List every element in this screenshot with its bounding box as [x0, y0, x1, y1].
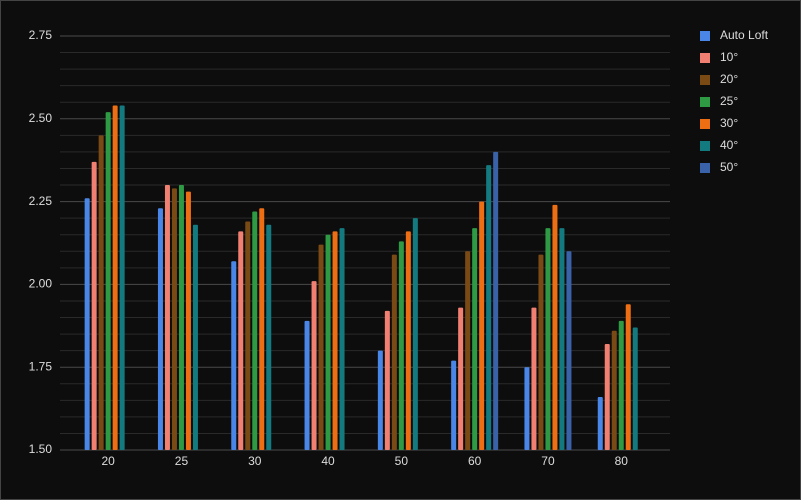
- x-tick-label: 50: [395, 454, 409, 468]
- bar: [311, 281, 317, 450]
- bar: [98, 135, 104, 451]
- bar: [325, 234, 331, 450]
- legend-swatch: [700, 163, 710, 173]
- bar: [252, 211, 258, 450]
- bar: [178, 185, 184, 451]
- bar: [171, 188, 177, 451]
- y-tick-label: 1.75: [29, 359, 53, 373]
- legend-swatch: [700, 141, 710, 151]
- bar: [384, 310, 390, 450]
- bar: [566, 251, 572, 450]
- bar: [112, 105, 118, 450]
- bar: [391, 254, 397, 450]
- bar: [318, 244, 324, 450]
- legend-label: 10°: [720, 50, 738, 64]
- x-tick-label: 60: [468, 454, 482, 468]
- x-tick-label: 25: [175, 454, 189, 468]
- legend-swatch: [700, 75, 710, 85]
- y-tick-label: 2.25: [29, 194, 53, 208]
- x-tick-label: 80: [615, 454, 629, 468]
- legend-label: 30°: [720, 116, 738, 130]
- x-tick-label: 40: [321, 454, 335, 468]
- bar: [185, 191, 191, 450]
- bar: [412, 218, 418, 450]
- x-tick-label: 20: [101, 454, 115, 468]
- bar: [192, 224, 198, 450]
- bar: [465, 251, 471, 450]
- bar: [266, 224, 272, 450]
- y-tick-label: 2.00: [29, 277, 53, 291]
- legend-swatch: [700, 119, 710, 129]
- bar: [611, 330, 617, 450]
- bar: [105, 112, 111, 451]
- bar: [486, 165, 492, 450]
- x-tick-label: 30: [248, 454, 262, 468]
- bar: [625, 304, 631, 450]
- bar: [91, 161, 97, 450]
- bar: [84, 198, 90, 450]
- bar: [531, 307, 537, 450]
- bar: [339, 228, 345, 450]
- bar: [231, 261, 237, 450]
- legend-swatch: [700, 31, 710, 41]
- bar: [304, 320, 310, 450]
- bar: [524, 367, 530, 450]
- legend-swatch: [700, 97, 710, 107]
- legend-label: 20°: [720, 72, 738, 86]
- bar: [377, 350, 383, 450]
- bar: [245, 221, 251, 450]
- bar: [398, 241, 404, 450]
- bar: [632, 327, 638, 450]
- legend-label: 50°: [720, 160, 738, 174]
- bar: [493, 151, 499, 451]
- bar: [458, 307, 464, 450]
- bar: [538, 254, 544, 450]
- bar: [259, 208, 265, 450]
- bar: [479, 201, 485, 450]
- legend-label: 40°: [720, 138, 738, 152]
- bar: [597, 397, 603, 450]
- bar: [164, 185, 170, 451]
- bar: [451, 360, 457, 450]
- y-tick-label: 2.50: [29, 111, 53, 125]
- legend-label: Auto Loft: [720, 28, 769, 42]
- bar: [552, 204, 558, 450]
- y-tick-label: 2.75: [29, 28, 53, 42]
- y-tick-label: 1.50: [29, 442, 53, 456]
- x-tick-label: 70: [541, 454, 555, 468]
- bar: [238, 231, 244, 450]
- bar: [405, 231, 411, 450]
- bar: [604, 344, 610, 450]
- bar: [157, 208, 163, 450]
- bar: [119, 105, 125, 450]
- legend-swatch: [700, 53, 710, 63]
- bar: [332, 231, 338, 450]
- bar: [472, 228, 478, 450]
- bar: [559, 228, 565, 450]
- legend-label: 25°: [720, 94, 738, 108]
- bar: [545, 228, 551, 450]
- bar: [618, 320, 624, 450]
